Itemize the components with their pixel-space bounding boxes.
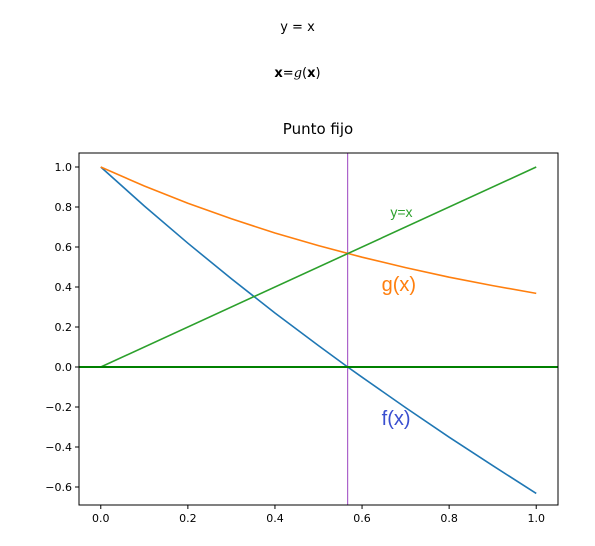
y-tick-label: 0.4 (55, 281, 73, 294)
series-identity-line (100, 166, 537, 368)
equation-line-2: x=g(x) (0, 66, 595, 81)
y-tick-label: 0.8 (55, 201, 73, 214)
x-tick-label: 0.4 (266, 512, 284, 525)
x-tick-label: 0.0 (92, 512, 110, 525)
data-layer (79, 153, 558, 505)
eq-open-paren: ( (302, 66, 308, 81)
annotation-f-label: f(x) (382, 408, 411, 430)
y-tick-label: 1.0 (55, 161, 73, 174)
axes-layer: 0.0 0.2 0.4 0.6 0.8 1.0 1.0 0.8 0.6 0.4 0.2 0.0 −0.2… (45, 161, 545, 525)
eq-bold-x-arg: x (307, 66, 316, 81)
annotation-g-label: g(x) (382, 274, 416, 296)
annotation-identity-label: y=x (390, 204, 412, 220)
y-tick-label: −0.4 (45, 441, 72, 454)
equation-line-1: y = x (280, 20, 315, 35)
y-tick-label: 0.2 (55, 321, 73, 334)
fixed-point-chart: Punto fijo 0.0 0.2 0.4 0.6 0.8 1.01.00.80.60.… (45, 120, 559, 525)
x-tick-label: 0.2 (179, 512, 197, 525)
chart-title: Punto fijo (283, 120, 353, 138)
y-tick-label: −0.6 (45, 481, 72, 494)
y-tick-label: −0.2 (45, 401, 72, 414)
x-tick-label: 0.6 (353, 512, 371, 525)
eq-function-g: g (293, 66, 303, 81)
annotation-layer: y=x g(x) f(x) (382, 204, 416, 430)
x-tick-label: 1.0 (527, 512, 545, 525)
series-f-line (100, 166, 537, 495)
series-g-line (100, 166, 537, 295)
y-tick-label: 0.6 (55, 241, 73, 254)
x-tick-label: 0.8 (440, 512, 458, 525)
y-tick-label: 0.0 (55, 361, 73, 374)
eq-bold-x: x (274, 66, 283, 81)
eq-close-paren: ) (315, 66, 321, 81)
eq-equals: = (282, 66, 294, 81)
plot-frame (78, 152, 559, 506)
